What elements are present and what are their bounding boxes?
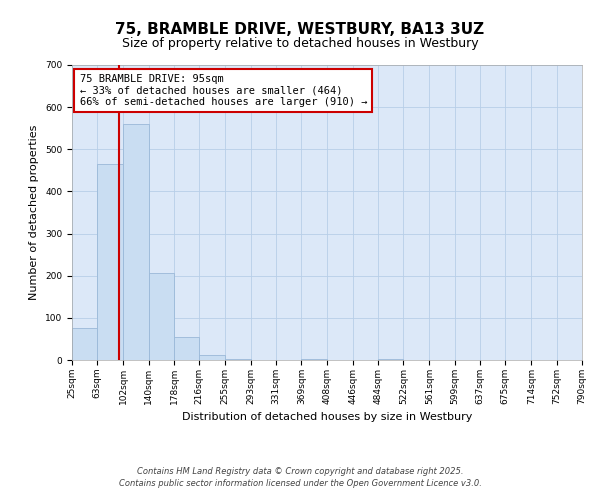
Bar bbox=[124, 124, 149, 360]
Text: Contains HM Land Registry data © Crown copyright and database right 2025.
Contai: Contains HM Land Registry data © Crown c… bbox=[119, 466, 481, 487]
Bar bbox=[174, 337, 199, 360]
Bar bbox=[149, 273, 174, 360]
Bar bbox=[199, 354, 226, 360]
X-axis label: Distribution of detached houses by size in Westbury: Distribution of detached houses by size … bbox=[182, 412, 472, 422]
Bar bbox=[72, 328, 97, 360]
Bar bbox=[97, 164, 124, 360]
Text: Size of property relative to detached houses in Westbury: Size of property relative to detached ho… bbox=[122, 38, 478, 51]
Y-axis label: Number of detached properties: Number of detached properties bbox=[29, 125, 40, 300]
Bar bbox=[226, 358, 251, 360]
Bar bbox=[378, 358, 403, 360]
Text: 75 BRAMBLE DRIVE: 95sqm
← 33% of detached houses are smaller (464)
66% of semi-d: 75 BRAMBLE DRIVE: 95sqm ← 33% of detache… bbox=[80, 74, 367, 107]
Text: 75, BRAMBLE DRIVE, WESTBURY, BA13 3UZ: 75, BRAMBLE DRIVE, WESTBURY, BA13 3UZ bbox=[115, 22, 485, 38]
Bar bbox=[301, 358, 328, 360]
